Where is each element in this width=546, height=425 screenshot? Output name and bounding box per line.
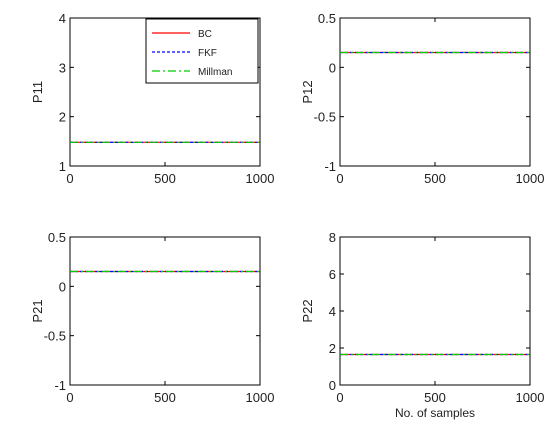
legend-label-millman: Millman (198, 67, 232, 78)
y-tick-label: 4 (329, 304, 336, 319)
y-tick-label: 0.5 (48, 230, 66, 245)
x-tick-label: 500 (424, 390, 446, 405)
x-tick-label: 500 (154, 390, 176, 405)
x-tick-label: 0 (66, 390, 73, 405)
x-tick-label: 1000 (516, 390, 545, 405)
legend: BC FKF Millman (145, 18, 259, 84)
y-axis-label: P22 (300, 299, 315, 322)
y-tick-label: 2 (329, 341, 336, 356)
y-tick-label: 0 (329, 60, 336, 75)
axes-box (339, 236, 531, 386)
legend-label-fkf: FKF (198, 48, 217, 59)
x-tick-label: 0 (336, 171, 343, 186)
y-tick-label: 0.5 (318, 11, 336, 26)
y-tick-label: 4 (59, 11, 66, 26)
y-tick-label: 6 (329, 267, 336, 282)
y-tick-label: 1 (59, 159, 66, 174)
subplot-p12: 0 500 1000 -1 -0.5 0 0.5 P12 (300, 11, 544, 186)
x-tick-label: 0 (336, 390, 343, 405)
legend-box (145, 18, 259, 84)
y-axis-label: P21 (30, 299, 45, 322)
legend-label-bc: BC (198, 29, 212, 40)
axes-box (339, 17, 531, 167)
axes-box (69, 236, 261, 386)
x-tick-label: 500 (424, 171, 446, 186)
y-tick-label: 0 (329, 378, 336, 393)
x-tick-label: 1000 (516, 171, 545, 186)
y-tick-label: -1 (54, 378, 66, 393)
y-tick-label: 2 (59, 110, 66, 125)
x-tick-label: 500 (154, 171, 176, 186)
y-axis-label: P12 (300, 80, 315, 103)
y-tick-label: 3 (59, 60, 66, 75)
y-tick-label: -0.5 (314, 110, 336, 125)
subplot-p21: 0 500 1000 -1 -0.5 0 0.5 P21 (30, 230, 274, 405)
y-tick-label: 0 (59, 279, 66, 294)
y-tick-label: 8 (329, 230, 336, 245)
subplot-p22: 0 500 1000 0 2 4 6 8 P22 No. of samples (300, 230, 544, 420)
y-tick-label: -0.5 (44, 329, 66, 344)
y-axis-label: P11 (30, 81, 45, 103)
y-tick-label: -1 (324, 159, 336, 174)
x-tick-label: 1000 (246, 390, 275, 405)
subplot-p11: 0 500 1000 1 2 3 4 P11 BC FKF Millman (30, 11, 274, 186)
x-axis-label: No. of samples (395, 406, 475, 420)
x-tick-label: 1000 (246, 171, 275, 186)
x-tick-label: 0 (66, 171, 73, 186)
